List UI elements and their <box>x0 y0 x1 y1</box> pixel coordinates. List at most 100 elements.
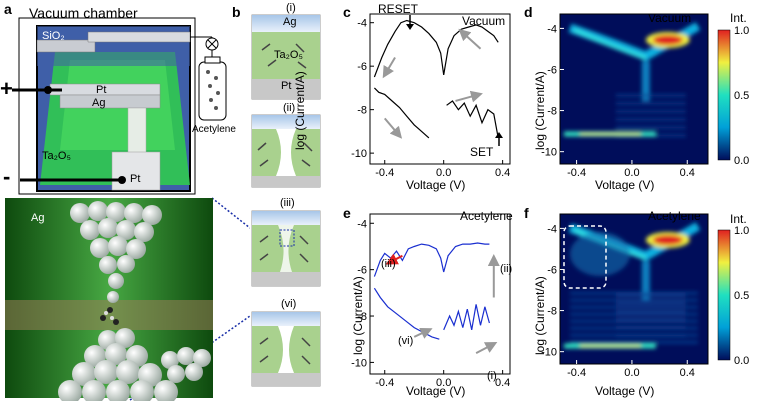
iv-chart-acetylene: -0.4 0.0 0.4 -4 -6 -8 -10 <box>351 213 511 389</box>
x-tick-label: -0.4 <box>567 367 586 379</box>
panel-label-c: c <box>343 4 351 20</box>
iv-chart-vacuum: -0.4 0.0 0.4 -4 -6 -8 -10 <box>351 13 511 179</box>
stage-iii-annot: (iii) <box>381 258 396 270</box>
stage-i-label: (i) <box>286 2 296 14</box>
direction-arrow <box>383 117 403 139</box>
acetylene-bottle <box>198 61 227 121</box>
colorbar-d-label: Int. <box>730 11 747 25</box>
x-tick-label: 0.4 <box>495 167 510 179</box>
direction-arrow <box>458 28 482 50</box>
x-tick-label: 0.0 <box>436 167 451 179</box>
stage-i-annot: (i) <box>487 370 497 382</box>
heatmap-frame <box>559 213 709 365</box>
y-tick-label: -10 <box>541 147 557 159</box>
x-tick-label: 0.4 <box>680 167 695 179</box>
colorbar <box>717 29 731 161</box>
colorbar-tick-label: 1.0 <box>734 25 749 37</box>
stage-i-ag: Ag <box>283 16 297 28</box>
heatmap-frame <box>559 13 709 165</box>
stage-i-ta2o5: Ta₂O₅ <box>274 49 303 61</box>
chart-d-title: Vacuum <box>648 11 692 25</box>
colorbar-f-label: Int. <box>730 212 747 226</box>
sio2-label: SiO₂ <box>42 30 65 42</box>
reset-label: RESET <box>378 2 419 16</box>
ag-label: Ag <box>92 97 106 109</box>
panel-label-a: a <box>4 1 12 17</box>
x-tick-label: -0.4 <box>567 167 586 179</box>
chamber-title: Vacuum chamber <box>29 5 138 21</box>
pt-top-label: Pt <box>96 84 107 96</box>
panel-b-figure <box>251 14 321 387</box>
direction-arrow <box>475 341 498 355</box>
panel-label-f: f <box>524 205 529 221</box>
y-tick-label: -4 <box>547 223 557 235</box>
chart-f-title: Acetylene <box>648 209 701 223</box>
colorbar-tick-label: 1.0 <box>734 225 749 237</box>
x-tick-label: 0.0 <box>624 367 639 379</box>
y-tick-label: -4 <box>357 18 367 30</box>
x-tick-label: 0.4 <box>495 377 510 389</box>
highlight-box <box>563 225 607 289</box>
chart-d-xlabel: Voltage (V) <box>595 178 655 192</box>
direction-arrow <box>385 253 403 265</box>
series-line-0 <box>373 19 499 78</box>
series-line-2 <box>373 87 430 139</box>
series-line-2 <box>373 287 440 340</box>
y-tick-label: -10 <box>351 357 367 369</box>
series-line-1 <box>446 100 499 139</box>
pt-bottom-label: Pt <box>130 173 141 185</box>
colorbar <box>717 229 731 361</box>
stage-ii-label: (ii) <box>283 102 296 114</box>
chart-e-title: Acetylene <box>460 209 513 223</box>
x-tick-label: 0.0 <box>436 377 451 389</box>
y-tick-label: -8 <box>357 105 367 117</box>
y-tick-label: -10 <box>351 148 367 160</box>
heatmap-acetylene: -0.4 0.0 0.4 -4 -6 -8 -10 1.0 0.5 0.0 <box>541 213 749 379</box>
y-tick-label: -8 <box>547 106 557 118</box>
chart-d-ylabel: log (Current/A) <box>533 71 547 150</box>
colorbar-tick-label: 0.5 <box>734 290 749 302</box>
chart-c-title: Vacuum <box>462 14 506 28</box>
acetylene-label: Acetylene <box>192 124 236 135</box>
y-tick-label: -8 <box>547 306 557 318</box>
stage-iii-label: (iii) <box>280 197 295 209</box>
minus-terminal: - <box>3 164 11 189</box>
plus-terminal: + <box>0 76 13 101</box>
chart-c-ylabel: log (Current/A) <box>293 71 307 150</box>
x-tick-label: -0.4 <box>375 377 394 389</box>
stage-ii-annot: (ii) <box>500 263 513 275</box>
y-tick-label: -6 <box>547 64 557 76</box>
y-tick-label: -6 <box>357 61 367 73</box>
y-tick-label: -10 <box>541 347 557 359</box>
x-tick-label: 0.4 <box>680 367 695 379</box>
y-tick-label: -6 <box>547 264 557 276</box>
y-tick-label: -4 <box>357 218 367 230</box>
direction-arrow <box>455 90 483 103</box>
y-tick-label: -8 <box>357 311 367 323</box>
x-tick-label: 0.0 <box>624 167 639 179</box>
ag-electrode <box>59 94 161 109</box>
panel-label-b: b <box>232 4 241 20</box>
panel-label-e: e <box>343 205 351 221</box>
nano-ag-label: Ag <box>31 212 45 224</box>
colorbar-tick-label: 0.0 <box>734 155 749 167</box>
colorbar-tick-label: 0.5 <box>734 90 749 102</box>
plot-frame <box>369 213 511 375</box>
direction-arrow <box>382 56 396 79</box>
direction-arrow <box>413 327 433 339</box>
x-tick-label: -0.4 <box>375 167 394 179</box>
stage-vi-annot: (vi) <box>398 335 414 347</box>
series-line-1 <box>443 304 490 331</box>
chart-f-xlabel: Voltage (V) <box>595 384 655 398</box>
chart-e-xlabel: Voltage (V) <box>406 384 466 398</box>
panel-label-d: d <box>524 4 533 20</box>
y-tick-label: -4 <box>547 23 557 35</box>
heatmap-vacuum: -0.4 0.0 0.4 -4 -6 -8 -10 1.0 0.5 0.0 <box>541 13 749 179</box>
set-label: SET <box>470 145 494 159</box>
stage-i-pt: Pt <box>281 80 292 92</box>
plot-frame <box>369 13 511 165</box>
colorbar-tick-label: 0.0 <box>734 355 749 367</box>
chart-c-xlabel: Voltage (V) <box>406 178 466 192</box>
panel-a-figure <box>5 17 250 401</box>
ta2o5-label: Ta₂O₅ <box>42 150 71 162</box>
